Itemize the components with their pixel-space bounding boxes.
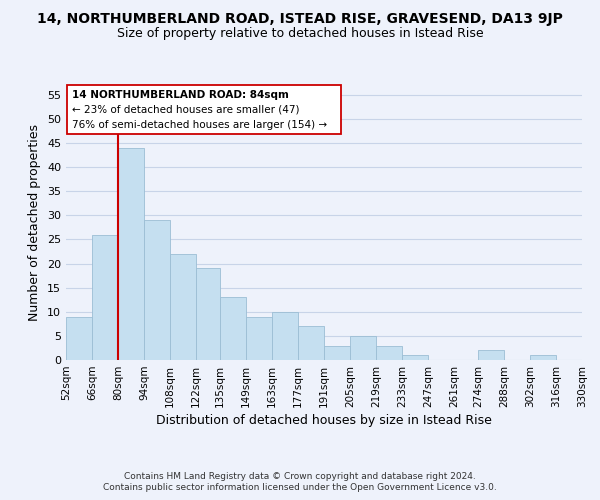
Text: Contains public sector information licensed under the Open Government Licence v3: Contains public sector information licen… [103,484,497,492]
Bar [220,298,246,360]
Text: 14 NORTHUMBERLAND ROAD: 84sqm: 14 NORTHUMBERLAND ROAD: 84sqm [71,90,289,100]
Bar [272,312,298,360]
X-axis label: Distribution of detached houses by size in Istead Rise: Distribution of detached houses by size … [156,414,492,427]
Bar [298,326,324,360]
Bar [376,346,402,360]
Bar [118,148,144,360]
Bar [170,254,196,360]
Bar [92,234,118,360]
Bar [246,316,272,360]
FancyBboxPatch shape [67,85,341,134]
Text: Size of property relative to detached houses in Istead Rise: Size of property relative to detached ho… [116,28,484,40]
Bar [402,355,428,360]
Bar [350,336,376,360]
Bar [144,220,170,360]
Bar [66,316,92,360]
Text: Contains HM Land Registry data © Crown copyright and database right 2024.: Contains HM Land Registry data © Crown c… [124,472,476,481]
Text: ← 23% of detached houses are smaller (47): ← 23% of detached houses are smaller (47… [71,104,299,115]
Y-axis label: Number of detached properties: Number of detached properties [28,124,41,321]
Bar [324,346,350,360]
Text: 76% of semi-detached houses are larger (154) →: 76% of semi-detached houses are larger (… [71,120,326,130]
Bar [196,268,220,360]
Bar [530,355,556,360]
Text: 14, NORTHUMBERLAND ROAD, ISTEAD RISE, GRAVESEND, DA13 9JP: 14, NORTHUMBERLAND ROAD, ISTEAD RISE, GR… [37,12,563,26]
Bar [478,350,504,360]
